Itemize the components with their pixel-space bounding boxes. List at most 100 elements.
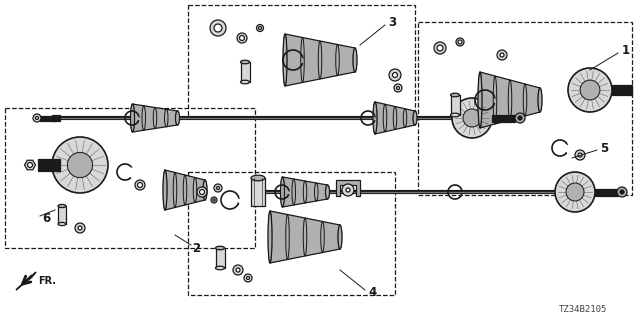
Ellipse shape [241, 60, 250, 64]
Ellipse shape [451, 93, 460, 97]
Polygon shape [251, 178, 265, 206]
Polygon shape [52, 115, 60, 121]
Ellipse shape [175, 111, 179, 125]
Circle shape [456, 38, 464, 46]
Circle shape [75, 223, 85, 233]
Circle shape [216, 187, 220, 189]
Circle shape [397, 86, 399, 90]
Polygon shape [595, 188, 618, 196]
Ellipse shape [538, 88, 542, 112]
Circle shape [620, 190, 624, 194]
Ellipse shape [373, 102, 377, 134]
Circle shape [555, 172, 595, 212]
Polygon shape [285, 34, 355, 86]
Polygon shape [132, 104, 177, 132]
Polygon shape [270, 211, 340, 263]
Text: TZ34B2105: TZ34B2105 [559, 306, 607, 315]
Circle shape [237, 33, 247, 43]
Circle shape [392, 73, 397, 77]
Text: 6: 6 [42, 212, 51, 225]
Circle shape [236, 268, 240, 272]
Polygon shape [612, 85, 632, 95]
Circle shape [197, 187, 207, 197]
Circle shape [394, 84, 402, 92]
Text: 1: 1 [622, 44, 630, 57]
Ellipse shape [353, 48, 357, 72]
Circle shape [33, 114, 41, 122]
Circle shape [135, 180, 145, 190]
Circle shape [434, 42, 446, 54]
Polygon shape [216, 248, 225, 268]
Circle shape [35, 116, 38, 119]
Polygon shape [336, 180, 360, 196]
Circle shape [515, 113, 525, 123]
Ellipse shape [203, 180, 207, 200]
Ellipse shape [280, 177, 285, 207]
Circle shape [346, 188, 350, 192]
Circle shape [568, 68, 612, 112]
Polygon shape [24, 160, 35, 170]
Ellipse shape [216, 246, 225, 250]
Circle shape [233, 265, 243, 275]
Ellipse shape [326, 185, 330, 199]
Polygon shape [241, 62, 250, 82]
Circle shape [244, 274, 252, 282]
Circle shape [452, 98, 492, 138]
Circle shape [518, 116, 522, 120]
Circle shape [437, 45, 443, 51]
Ellipse shape [251, 175, 265, 181]
Text: 4: 4 [368, 286, 376, 300]
Polygon shape [480, 72, 540, 128]
Circle shape [257, 25, 264, 31]
Circle shape [617, 187, 627, 197]
Circle shape [138, 182, 143, 188]
Text: 5: 5 [600, 141, 608, 155]
Ellipse shape [131, 104, 134, 132]
Circle shape [458, 40, 462, 44]
Polygon shape [451, 95, 460, 115]
Circle shape [342, 184, 354, 196]
Polygon shape [58, 206, 66, 224]
Circle shape [52, 137, 108, 193]
Ellipse shape [478, 72, 482, 128]
Ellipse shape [338, 225, 342, 249]
Ellipse shape [451, 113, 460, 117]
Polygon shape [165, 170, 205, 210]
Ellipse shape [58, 222, 66, 226]
Ellipse shape [58, 204, 66, 208]
Circle shape [67, 152, 93, 178]
Ellipse shape [216, 266, 225, 270]
Ellipse shape [268, 211, 272, 263]
Circle shape [214, 24, 222, 32]
Circle shape [259, 27, 262, 29]
Circle shape [497, 50, 507, 60]
Circle shape [578, 153, 582, 157]
Circle shape [239, 36, 244, 41]
Circle shape [212, 199, 215, 201]
Circle shape [566, 183, 584, 201]
Circle shape [214, 184, 222, 192]
Ellipse shape [413, 111, 417, 125]
Circle shape [575, 150, 585, 160]
Text: 3: 3 [388, 15, 396, 28]
Polygon shape [40, 116, 55, 121]
Circle shape [210, 20, 226, 36]
Circle shape [211, 197, 217, 203]
Polygon shape [492, 115, 515, 122]
Ellipse shape [283, 34, 287, 86]
Circle shape [246, 276, 250, 279]
Polygon shape [38, 159, 60, 171]
Circle shape [78, 226, 82, 230]
Ellipse shape [163, 170, 167, 210]
Circle shape [389, 69, 401, 81]
Polygon shape [16, 272, 36, 290]
Ellipse shape [241, 80, 250, 84]
Circle shape [580, 80, 600, 100]
Circle shape [200, 189, 205, 195]
Text: 2: 2 [192, 242, 200, 254]
Polygon shape [282, 177, 328, 207]
Polygon shape [375, 102, 415, 134]
Text: FR.: FR. [38, 276, 56, 286]
Circle shape [463, 109, 481, 127]
Circle shape [28, 163, 33, 167]
